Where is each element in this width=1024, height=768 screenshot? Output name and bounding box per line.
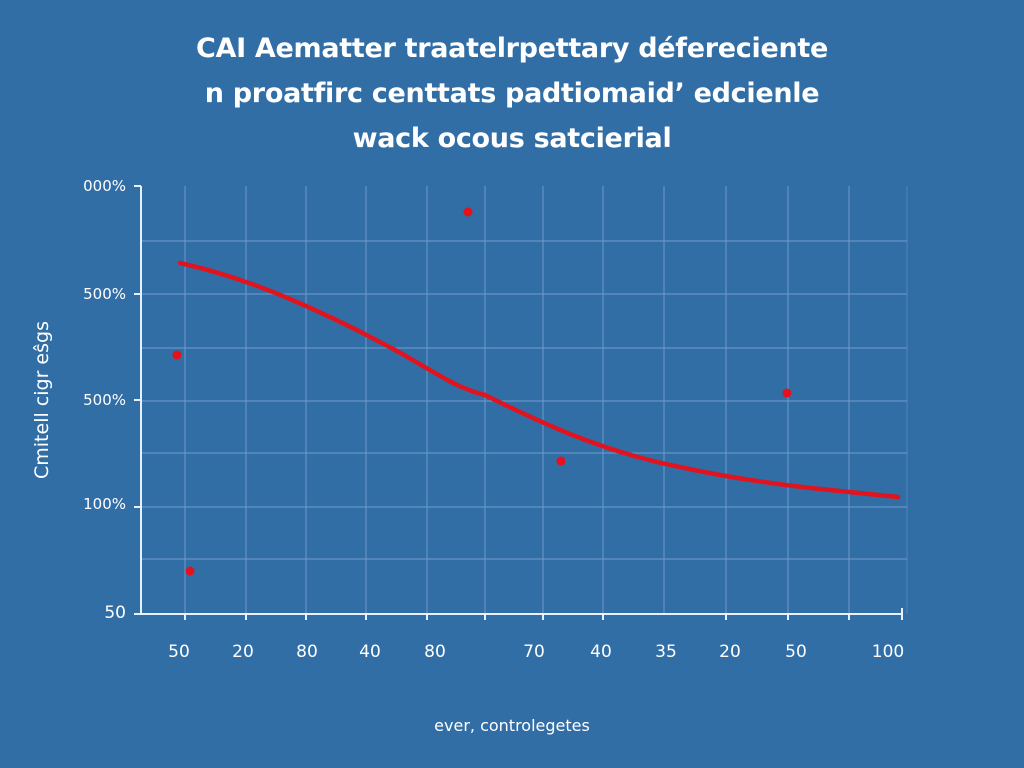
grid-vertical	[184, 186, 908, 614]
chart-title: CAI Aematter traatelrpettary déferecient…	[0, 26, 1024, 161]
y-tick-label: 500%	[83, 391, 126, 409]
data-point	[782, 388, 792, 398]
chart-title-line-3: wack ocous satcierial	[352, 123, 672, 154]
scatter-points	[172, 207, 792, 576]
x-tick-label: 80	[424, 642, 446, 662]
x-tick-label: 70	[523, 642, 545, 662]
y-tick-label: 100%	[83, 495, 126, 513]
x-tick-label: 50	[168, 642, 190, 662]
x-tick-label: 40	[590, 642, 612, 662]
x-tick-label: 20	[719, 642, 741, 662]
data-point	[556, 456, 566, 466]
x-tick-label: 100	[871, 642, 905, 662]
x-tick-label: 20	[232, 642, 254, 662]
chart-title-line-2: n proatfirc centtats padtiomaid’ edcienl…	[204, 78, 820, 109]
data-point	[463, 207, 473, 217]
y-tick-label: 000%	[83, 177, 126, 195]
y-tick-label: 500%	[83, 285, 126, 303]
data-point	[185, 566, 195, 576]
chart-title-line-1: CAI Aematter traatelrpettary déferecient…	[195, 33, 829, 64]
data-point	[172, 350, 182, 360]
axes	[134, 185, 903, 620]
x-tick-label: 40	[359, 642, 381, 662]
y-tick-label: 50	[104, 603, 126, 623]
x-tick-label: 35	[655, 642, 677, 662]
x-tick-label: 50	[785, 642, 807, 662]
trend-line	[177, 260, 901, 500]
grid-horizontal	[141, 240, 907, 560]
y-axis-label: Cmitell cigr eŝgs	[31, 321, 53, 479]
x-axis-label: ever, controlegetes	[434, 716, 590, 735]
x-tick-label: 80	[296, 642, 318, 662]
